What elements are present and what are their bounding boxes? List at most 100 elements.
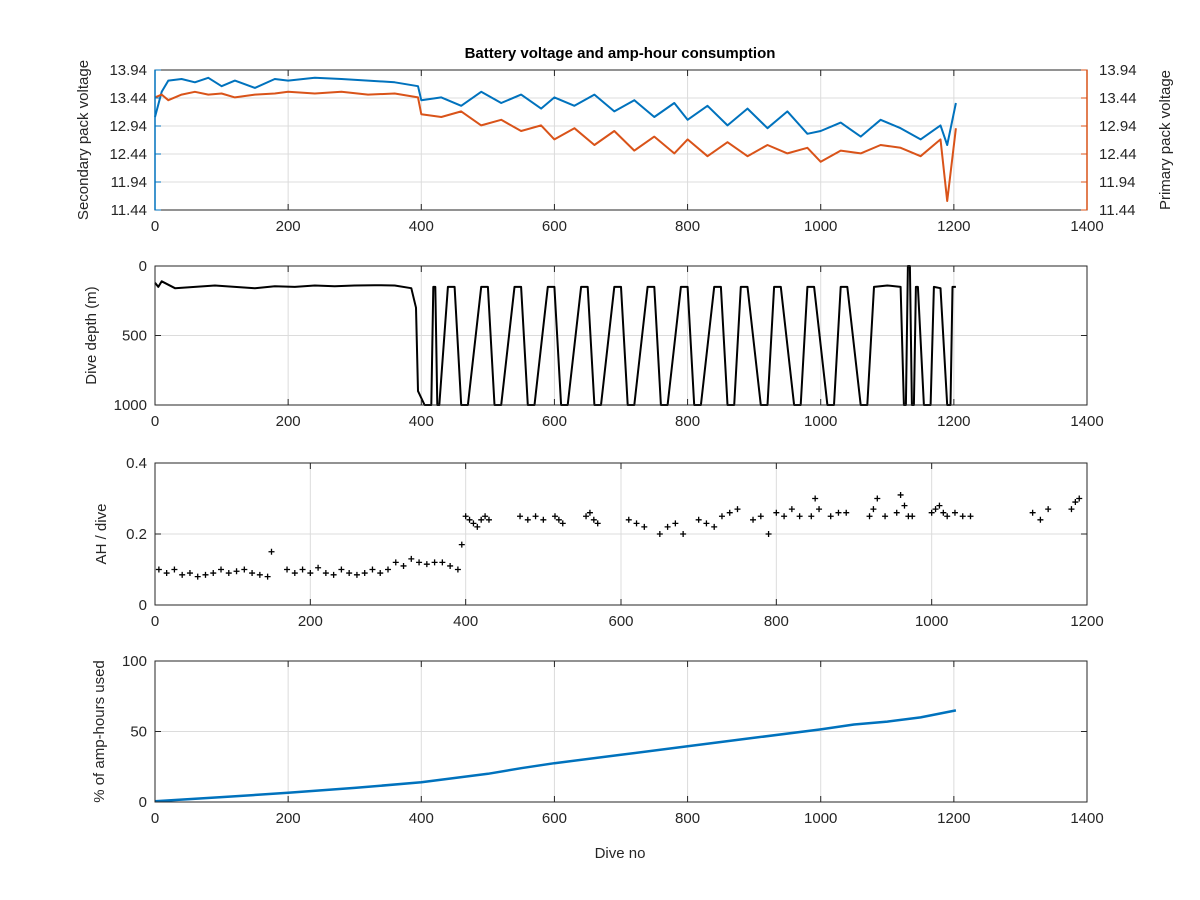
data-point <box>590 516 597 523</box>
dive-no-xlabel: Dive no <box>595 845 646 862</box>
y-tick-label: 0.4 <box>126 455 147 472</box>
data-point <box>835 509 842 516</box>
data-point <box>773 509 780 516</box>
y-tick-label: 13.94 <box>109 62 147 79</box>
data-point <box>299 566 306 573</box>
data-point <box>517 513 524 520</box>
x-tick-label: 1200 <box>937 413 970 430</box>
data-point <box>656 531 663 537</box>
x-tick-label: 1400 <box>1070 413 1103 430</box>
data-point <box>703 520 710 527</box>
y-tick-label: 13.44 <box>109 90 147 107</box>
data-point <box>1029 509 1036 516</box>
ah-per-dive-ylabel: AH / dive <box>93 504 110 565</box>
data-point <box>897 491 904 498</box>
x-tick-label: 0 <box>151 218 159 235</box>
data-point <box>478 516 485 523</box>
data-point <box>268 548 275 555</box>
data-point <box>322 570 329 577</box>
data-point <box>171 566 178 573</box>
data-point <box>408 555 415 562</box>
data-point <box>218 566 225 573</box>
data-point <box>680 531 687 537</box>
data-point <box>353 571 360 578</box>
data-point <box>454 566 461 573</box>
data-point <box>284 566 291 573</box>
data-point <box>447 562 454 569</box>
data-point <box>474 523 481 530</box>
data-point <box>625 516 632 523</box>
data-point <box>485 516 492 523</box>
x-tick-label: 800 <box>675 810 700 827</box>
data-point <box>874 495 881 502</box>
data-point <box>431 559 438 566</box>
x-tick-label: 600 <box>542 810 567 827</box>
data-point <box>967 513 974 520</box>
data-point <box>870 506 877 513</box>
data-point <box>369 566 376 573</box>
data-point <box>633 520 640 527</box>
data-point <box>1072 499 1079 506</box>
secondary-voltage-ylabel: Secondary pack voltage <box>75 60 92 220</box>
data-point <box>718 513 725 520</box>
data-point <box>734 506 741 513</box>
data-point <box>194 573 201 580</box>
data-point <box>466 516 473 523</box>
x-tick-label: 0 <box>151 613 159 630</box>
data-point <box>155 566 162 573</box>
x-tick-label: 400 <box>409 810 434 827</box>
plot-frame <box>154 69 1088 211</box>
data-point <box>225 570 232 577</box>
x-tick-label: 800 <box>764 613 789 630</box>
y-tick-label-right: 12.44 <box>1099 146 1137 163</box>
x-tick-label: 400 <box>409 218 434 235</box>
data-point <box>470 520 477 527</box>
data-point <box>256 571 263 578</box>
x-tick-label: 1000 <box>804 810 837 827</box>
amp-hours-used-ylabel: % of amp-hours used <box>91 660 108 803</box>
data-point <box>757 513 764 520</box>
amp-hour-per-dive-panel: 0 200 400 600 800 1000 1200 0 0.2 0.4 <box>126 455 1104 630</box>
data-point <box>524 516 531 523</box>
x-tick-label: 1200 <box>937 218 970 235</box>
x-tick-label: 200 <box>276 810 301 827</box>
x-tick-label: 200 <box>298 613 323 630</box>
x-tick-label: 600 <box>542 413 567 430</box>
x-tick-label: 800 <box>675 218 700 235</box>
data-point <box>843 509 850 516</box>
x-tick-label: 1400 <box>1070 810 1103 827</box>
data-point <box>291 570 298 577</box>
x-tick-label: 1400 <box>1070 218 1103 235</box>
data-point <box>540 516 547 523</box>
data-point <box>551 513 558 520</box>
data-point <box>594 520 601 527</box>
data-point <box>458 541 465 548</box>
data-point <box>202 571 209 578</box>
x-tick-label: 0 <box>151 413 159 430</box>
data-point <box>555 516 562 523</box>
data-point <box>249 570 256 577</box>
dive-depth-panel: 0 200 400 600 800 1000 1200 1400 0 500 1000 <box>114 258 1104 430</box>
primary-voltage-ylabel: Primary pack voltage <box>1157 70 1174 210</box>
data-point <box>936 502 943 509</box>
data-point <box>750 516 757 523</box>
data-point <box>726 509 733 516</box>
data-point <box>901 502 908 509</box>
data-point <box>400 562 407 569</box>
data-point <box>482 513 489 520</box>
data-point <box>416 559 423 566</box>
data-point <box>586 509 593 516</box>
chart-title: Battery voltage and amp-hour consumption <box>465 45 776 62</box>
y-tick-label: 1000 <box>114 397 147 414</box>
data-point <box>392 559 399 566</box>
y-tick-label-right: 11.44 <box>1099 202 1135 219</box>
y-tick-label: 500 <box>122 328 147 345</box>
data-point <box>361 570 368 577</box>
data-point <box>583 513 590 520</box>
data-point <box>1045 506 1052 513</box>
data-point <box>641 523 648 530</box>
y-tick-label-right: 13.94 <box>1099 62 1137 79</box>
x-tick-label: 600 <box>608 613 633 630</box>
